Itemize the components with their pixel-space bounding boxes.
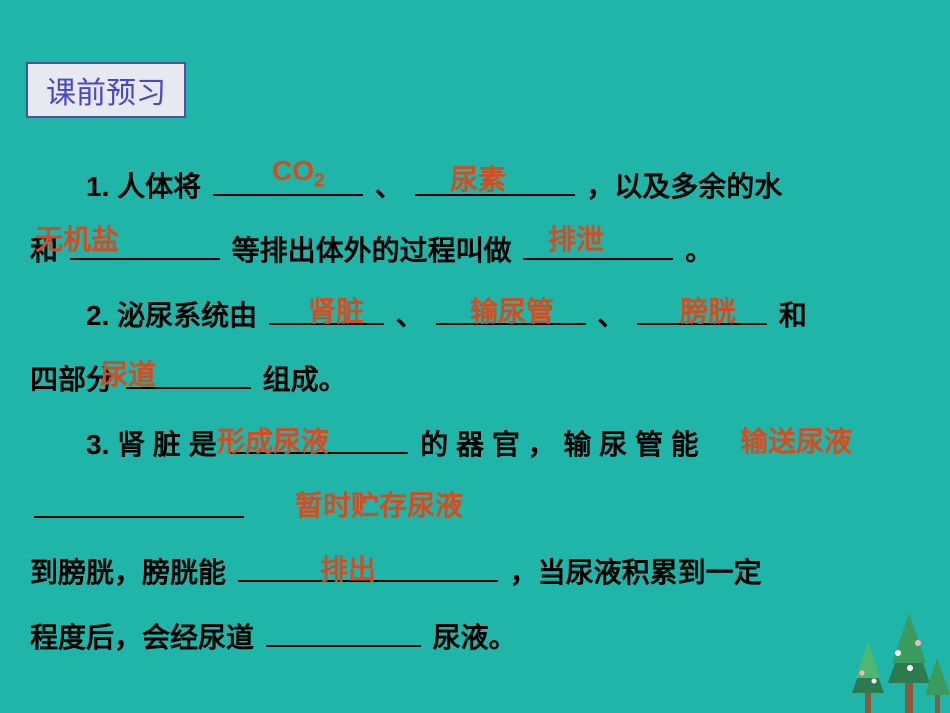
q2-t6: 组成。 (263, 364, 347, 395)
q1-num: 1. (86, 171, 109, 202)
q2-t1: 泌尿系统由 (117, 300, 257, 331)
q2-num: 2. (86, 300, 109, 331)
q2-t4: 和 (779, 300, 807, 331)
title-box: 课前预习 (26, 62, 186, 118)
q3-t1: 肾 脏 是 (117, 429, 217, 460)
blank-10 (34, 487, 244, 518)
q2-line2: 四部分 组成。 (30, 348, 920, 412)
q3-t6: 尿液。 (433, 622, 517, 653)
q1-t5: 等排出体外的过程叫做 (232, 235, 512, 266)
answer-bladder: 膀胱 (680, 290, 736, 330)
q1-t6: 。 (685, 235, 713, 266)
q3-t4: ，当尿液积累到一定 (510, 557, 762, 588)
q1-t1: 人体将 (117, 171, 201, 202)
q1-t2: 、 (375, 171, 403, 202)
q1-line2: 和 等排出体外的过程叫做 。 (30, 219, 920, 283)
q3-t3: 到膀胱，膀胱能 (30, 557, 226, 588)
answer-urethra: 尿道 (100, 353, 156, 393)
answer-urea: 尿素 (450, 158, 506, 198)
answer-discharge: 排出 (320, 548, 376, 588)
trees-decoration (810, 593, 950, 713)
blank-12 (266, 616, 421, 647)
content-body: 1. 人体将 、 ，以及多余的水 和 等排出体外的过程叫做 。 2. 泌尿系统由… (30, 155, 920, 670)
answer-ureter: 输尿管 (470, 290, 554, 330)
answer-transport-urine: 输送尿液 (740, 420, 852, 460)
q1-t3: ，以及多余的水 (586, 171, 782, 202)
q3-line4: 程度后，会经尿道 尿液。 (30, 606, 920, 670)
q3-num: 3. (86, 429, 109, 460)
answer-minerals: 无机盐 (35, 218, 119, 258)
answer-excretion: 排泄 (548, 218, 604, 258)
q3-line3: 到膀胱，膀胱能 ，当尿液积累到一定 (30, 541, 920, 605)
title-text: 课前预习 (46, 77, 166, 110)
answer-store-urine: 暂时贮存尿液 (295, 484, 463, 524)
q3-t2: 的 器 官 ， 输 尿 管 能 (420, 429, 698, 460)
q2-t3: 、 (597, 300, 625, 331)
answer-co2: CO2 (272, 155, 325, 193)
q2-t2: 、 (396, 300, 424, 331)
q3-t5: 程度后，会经尿道 (30, 622, 254, 653)
answer-form-urine: 形成尿液 (217, 420, 329, 460)
answer-kidney: 肾脏 (308, 290, 364, 330)
q3-line2 (30, 477, 920, 541)
